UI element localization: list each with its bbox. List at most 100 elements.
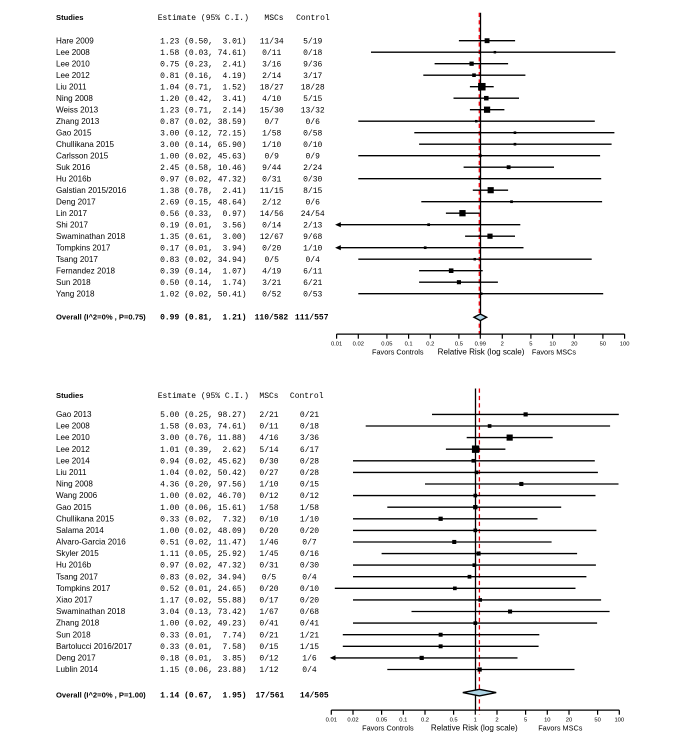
svg-text:0.51 (0.02, 11.47): 0.51 (0.02, 11.47) — [160, 539, 246, 548]
svg-text:Favors Controls: Favors Controls — [362, 724, 414, 733]
svg-text:0.05: 0.05 — [381, 342, 392, 348]
svg-text:Ning 2008: Ning 2008 — [56, 480, 93, 489]
svg-text:20: 20 — [566, 718, 572, 724]
svg-text:Galstian 2015/2016: Galstian 2015/2016 — [56, 186, 127, 195]
svg-text:0/4: 0/4 — [305, 256, 320, 265]
svg-text:1: 1 — [474, 718, 477, 724]
svg-text:0/15: 0/15 — [300, 481, 319, 490]
svg-text:Lee 2012: Lee 2012 — [56, 445, 90, 454]
svg-text:3.00 (0.14, 65.90): 3.00 (0.14, 65.90) — [160, 141, 246, 150]
svg-text:0.02: 0.02 — [353, 342, 364, 348]
svg-text:18/27: 18/27 — [260, 83, 284, 92]
svg-text:Overall (I^2=0% , P=1.00): Overall (I^2=0% , P=1.00) — [56, 691, 146, 700]
svg-text:Chullikana 2015: Chullikana 2015 — [56, 514, 115, 523]
svg-text:0/9: 0/9 — [264, 152, 279, 161]
svg-text:0/10: 0/10 — [259, 515, 278, 524]
svg-text:2/12: 2/12 — [262, 198, 281, 207]
svg-text:5/15: 5/15 — [303, 95, 322, 104]
svg-text:Hu 2016b: Hu 2016b — [56, 174, 92, 183]
svg-text:2: 2 — [495, 718, 498, 724]
svg-text:Carlsson 2015: Carlsson 2015 — [56, 151, 109, 160]
svg-text:0/10: 0/10 — [303, 141, 322, 150]
svg-text:0/6: 0/6 — [305, 198, 320, 207]
svg-text:3/16: 3/16 — [262, 60, 281, 69]
svg-text:Weiss 2013: Weiss 2013 — [56, 105, 99, 114]
svg-text:Deng 2017: Deng 2017 — [56, 197, 96, 206]
svg-text:1.58 (0.03, 74.61): 1.58 (0.03, 74.61) — [160, 423, 246, 432]
svg-text:Control: Control — [296, 14, 330, 23]
svg-text:0/53: 0/53 — [303, 290, 322, 299]
svg-text:0/20: 0/20 — [259, 585, 278, 594]
svg-text:1/10: 1/10 — [262, 141, 281, 150]
svg-text:0/12: 0/12 — [259, 492, 278, 501]
svg-text:1.15 (0.06, 23.88): 1.15 (0.06, 23.88) — [160, 666, 246, 675]
svg-text:1/10: 1/10 — [303, 244, 322, 253]
svg-text:0.52 (0.01, 24.65): 0.52 (0.01, 24.65) — [160, 585, 246, 594]
svg-text:1.04 (0.71, 1.52): 1.04 (0.71, 1.52) — [160, 83, 246, 92]
svg-text:0/18: 0/18 — [300, 423, 319, 432]
svg-text:Shi 2017: Shi 2017 — [56, 220, 88, 229]
svg-text:0.39 (0.14, 1.07): 0.39 (0.14, 1.07) — [160, 267, 246, 276]
svg-text:Relative Risk (log scale): Relative Risk (log scale) — [438, 348, 525, 357]
svg-text:0/30: 0/30 — [259, 457, 278, 466]
svg-text:1/10: 1/10 — [300, 515, 319, 524]
svg-text:0.81 (0.16, 4.19): 0.81 (0.16, 4.19) — [160, 72, 246, 81]
svg-text:0/16: 0/16 — [300, 550, 319, 559]
svg-text:100: 100 — [614, 718, 624, 724]
svg-text:Lee 2010: Lee 2010 — [56, 433, 90, 442]
svg-text:9/44: 9/44 — [262, 164, 281, 173]
svg-text:0/41: 0/41 — [300, 620, 319, 629]
svg-text:0.33 (0.02, 7.32): 0.33 (0.02, 7.32) — [160, 515, 246, 524]
svg-text:MSCs: MSCs — [264, 14, 283, 23]
svg-text:Swaminathan 2018: Swaminathan 2018 — [56, 232, 126, 241]
svg-text:Tompkins 2017: Tompkins 2017 — [56, 584, 111, 593]
svg-text:0/17: 0/17 — [259, 597, 278, 606]
svg-text:3.04 (0.13, 73.42): 3.04 (0.13, 73.42) — [160, 608, 246, 617]
svg-text:0.1: 0.1 — [405, 342, 413, 348]
svg-text:1.35 (0.61, 3.00): 1.35 (0.61, 3.00) — [160, 233, 246, 242]
svg-text:Tsang 2017: Tsang 2017 — [56, 572, 98, 581]
svg-text:1.23 (0.50, 3.01): 1.23 (0.50, 3.01) — [160, 37, 246, 46]
svg-text:Hare 2009: Hare 2009 — [56, 36, 94, 45]
svg-text:0/21: 0/21 — [259, 631, 278, 640]
svg-text:0/4: 0/4 — [302, 573, 317, 582]
svg-text:Relative Risk (log scale): Relative Risk (log scale) — [431, 724, 518, 733]
svg-text:4.36 (0.20, 97.56): 4.36 (0.20, 97.56) — [160, 481, 246, 490]
svg-text:1.02 (0.02, 50.41): 1.02 (0.02, 50.41) — [160, 290, 246, 299]
svg-text:1/46: 1/46 — [259, 539, 278, 548]
svg-text:0.99: 0.99 — [475, 342, 486, 348]
svg-text:0.33 (0.01, 7.58): 0.33 (0.01, 7.58) — [160, 643, 246, 652]
svg-text:Ning 2008: Ning 2008 — [56, 94, 93, 103]
svg-text:0/52: 0/52 — [262, 290, 281, 299]
svg-text:1.00 (0.06, 15.61): 1.00 (0.06, 15.61) — [160, 504, 246, 513]
svg-text:0/20: 0/20 — [300, 527, 319, 536]
svg-text:Chullikana 2015: Chullikana 2015 — [56, 140, 115, 149]
svg-text:12/67: 12/67 — [260, 233, 284, 242]
svg-text:0/12: 0/12 — [300, 492, 319, 501]
svg-text:1.00 (0.02, 48.09): 1.00 (0.02, 48.09) — [160, 527, 246, 536]
svg-text:Sun 2018: Sun 2018 — [56, 630, 91, 639]
svg-text:1.01 (0.39, 2.62): 1.01 (0.39, 2.62) — [160, 446, 246, 455]
svg-text:Lee 2008: Lee 2008 — [56, 422, 90, 431]
svg-text:1/67: 1/67 — [259, 608, 278, 617]
svg-text:0.56 (0.33, 0.97): 0.56 (0.33, 0.97) — [160, 210, 246, 219]
svg-text:Xiao 2017: Xiao 2017 — [56, 596, 93, 605]
svg-text:0.75 (0.23, 2.41): 0.75 (0.23, 2.41) — [160, 60, 246, 69]
svg-text:0.2: 0.2 — [421, 718, 429, 724]
svg-text:5/14: 5/14 — [259, 446, 278, 455]
svg-text:Overall (I^2=0% , P=0.75): Overall (I^2=0% , P=0.75) — [56, 313, 146, 322]
svg-text:Lee 2008: Lee 2008 — [56, 48, 90, 57]
svg-text:20: 20 — [571, 342, 577, 348]
svg-text:1.38 (0.78, 2.41): 1.38 (0.78, 2.41) — [160, 187, 246, 196]
svg-text:9/68: 9/68 — [303, 233, 322, 242]
svg-text:0.02: 0.02 — [347, 718, 358, 724]
svg-text:111/557: 111/557 — [295, 314, 329, 323]
svg-text:Control: Control — [290, 392, 324, 401]
svg-text:Liu 2011: Liu 2011 — [56, 82, 87, 91]
svg-text:0/20: 0/20 — [300, 597, 319, 606]
svg-text:0.83 (0.02, 34.94): 0.83 (0.02, 34.94) — [160, 256, 246, 265]
svg-text:0.33 (0.01, 7.74): 0.33 (0.01, 7.74) — [160, 631, 246, 640]
svg-text:1/21: 1/21 — [300, 631, 319, 640]
svg-text:0/28: 0/28 — [300, 457, 319, 466]
svg-text:1/58: 1/58 — [259, 504, 278, 513]
